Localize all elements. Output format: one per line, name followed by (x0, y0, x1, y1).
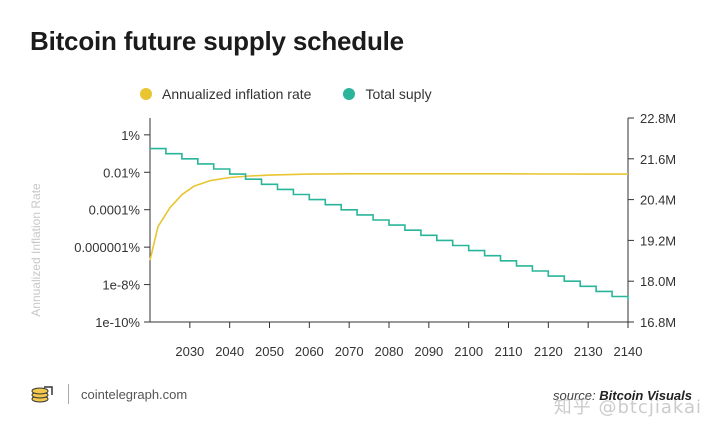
chart-title: Bitcoin future supply schedule (30, 26, 404, 56)
left-axis-title: Annualized Inflation Rate (29, 183, 43, 317)
footer: cointelegraph.com (30, 383, 187, 405)
x-tick-label: 2130 (574, 344, 603, 359)
footer-divider (68, 384, 69, 404)
legend-item-inflation[interactable]: Annualized inflation rate (140, 86, 311, 102)
left-tick-label: 1e-10% (95, 315, 140, 330)
legend-marker-inflation (140, 88, 152, 100)
x-tick-label: 2120 (534, 344, 563, 359)
x-tick-label: 2050 (255, 344, 284, 359)
supply-series-line (150, 147, 629, 300)
right-tick-label: 22.8M (640, 111, 676, 126)
cointelegraph-logo-icon (31, 386, 53, 403)
right-tick-label: 21.6M (640, 152, 676, 167)
legend: Annualized inflation rate Total suply (140, 86, 432, 102)
x-tick-label: 2070 (335, 344, 364, 359)
watermark: 知乎 @btcjiakai (553, 397, 702, 418)
legend-label-inflation: Annualized inflation rate (162, 86, 312, 102)
right-tick-label: 18.0M (640, 274, 676, 289)
source-prefix: source: (553, 388, 596, 403)
inflation-series-line (149, 173, 628, 261)
x-tick-label: 2090 (414, 344, 443, 359)
right-tick-label: 20.4M (640, 193, 676, 208)
x-tick-label: 2110 (495, 344, 523, 359)
left-tick-label: 1e-8% (102, 278, 140, 293)
left-tick-label: 0.0001% (89, 203, 141, 218)
x-tick-label: 2040 (215, 344, 244, 359)
x-tick-label: 2030 (175, 344, 204, 359)
source-credit: source: Bitcoin Visuals (553, 388, 692, 403)
x-tick-label: 2140 (614, 344, 643, 359)
source-name: Bitcoin Visuals (599, 388, 692, 403)
legend-label-supply: Total suply (365, 86, 432, 102)
left-tick-label: 0.01% (103, 165, 140, 180)
x-tick-label: 2100 (454, 344, 483, 359)
left-tick-label: 1% (121, 128, 140, 143)
right-tick-label: 16.8M (640, 315, 676, 330)
left-tick-label: 0.000001% (74, 240, 140, 255)
legend-item-supply[interactable]: Total suply (343, 86, 432, 102)
right-tick-label: 19.2M (640, 233, 676, 248)
legend-marker-supply (343, 88, 356, 100)
x-tick-label: 2060 (295, 344, 324, 359)
x-tick-label: 2080 (375, 344, 404, 359)
footer-site[interactable]: cointelegraph.com (81, 386, 188, 402)
